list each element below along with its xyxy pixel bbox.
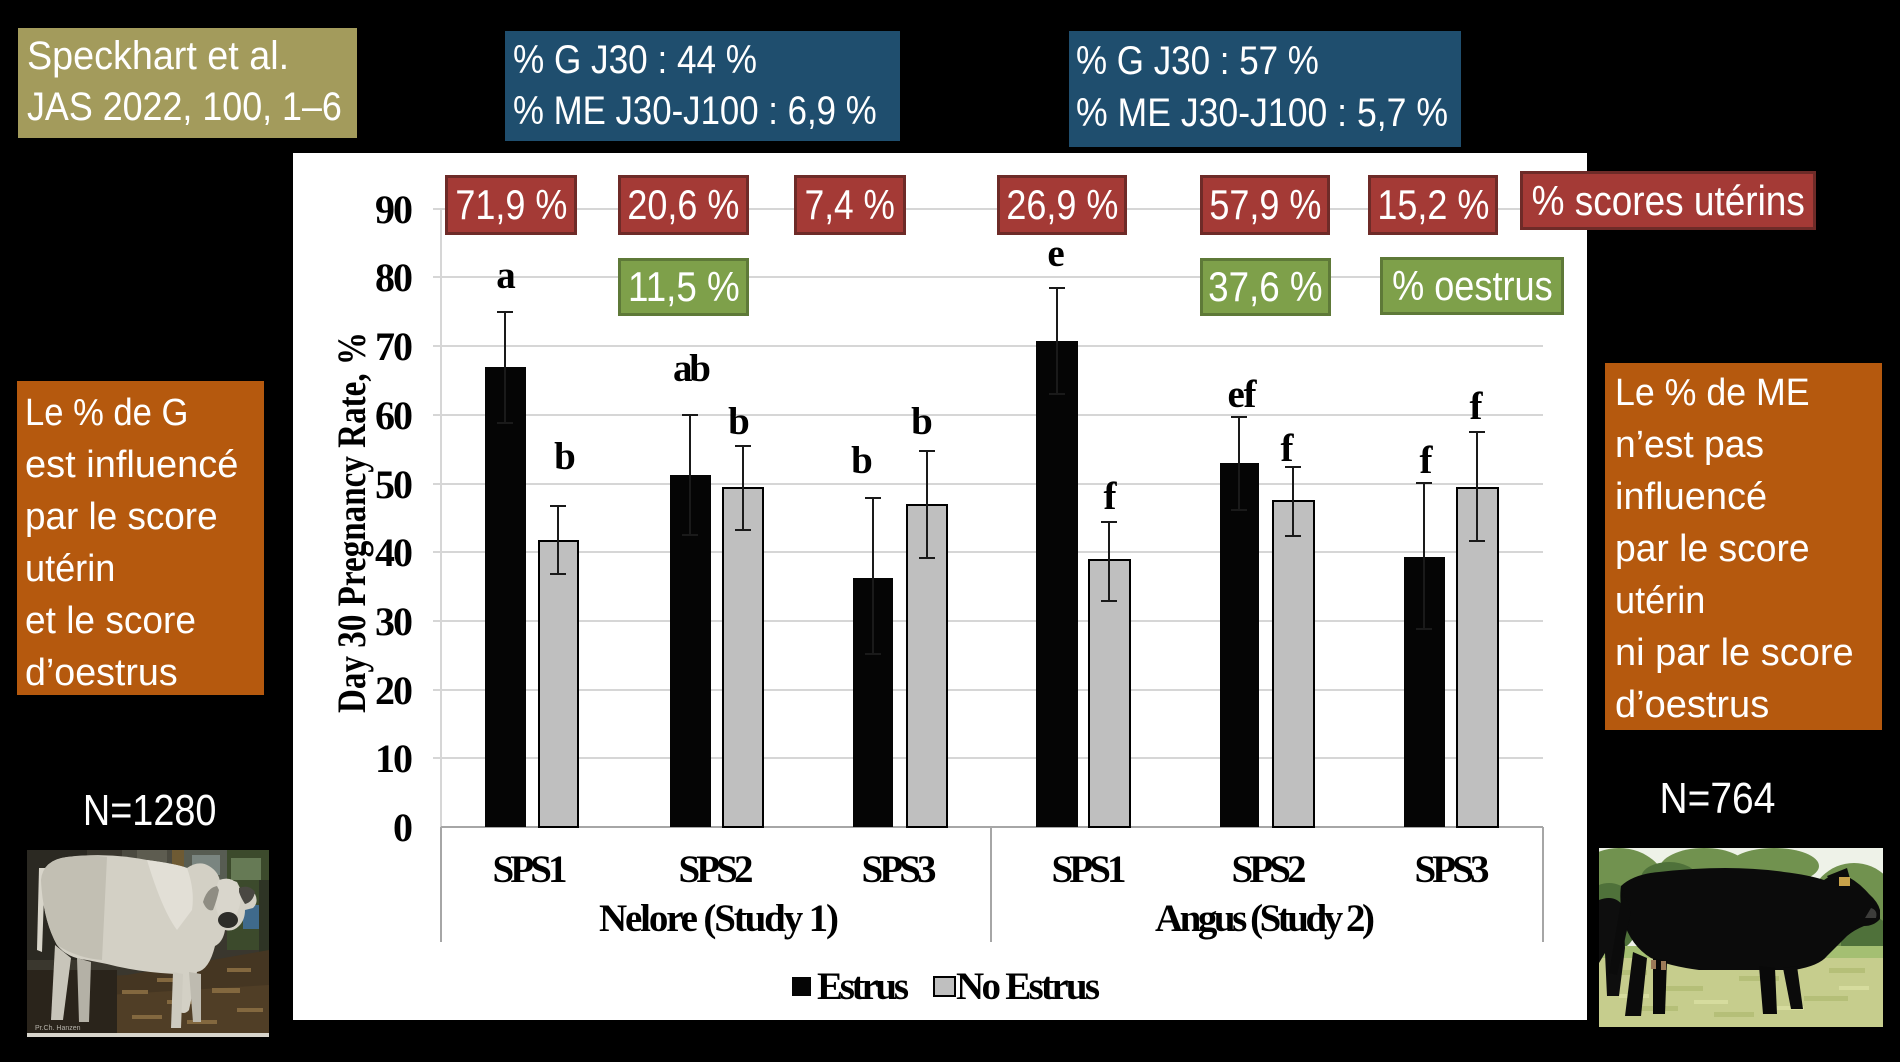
svg-text:30: 30: [375, 599, 413, 644]
svg-text:10: 10: [375, 736, 413, 781]
svg-text:SPS1: SPS1: [493, 848, 568, 891]
svg-text:Estrus: Estrus: [817, 965, 909, 1008]
svg-text:SPS3: SPS3: [1415, 848, 1490, 891]
svg-text:0: 0: [393, 805, 413, 850]
svg-text:90: 90: [375, 187, 413, 232]
svg-text:40: 40: [375, 530, 413, 575]
svg-text:70: 70: [375, 324, 413, 369]
svg-text:b: b: [851, 439, 873, 482]
svg-text:b: b: [554, 435, 576, 478]
svg-text:a: a: [496, 254, 516, 297]
svg-text:Pr.Ch. Hanzen: Pr.Ch. Hanzen: [35, 1025, 81, 1032]
svg-text:Nelore (Study 1): Nelore (Study 1): [599, 897, 839, 940]
svg-text:No Estrus: No Estrus: [956, 965, 1100, 1008]
svg-text:f: f: [1281, 427, 1295, 470]
svg-text:SPS2: SPS2: [679, 848, 754, 891]
svg-text:Angus (Study 2): Angus (Study 2): [1155, 897, 1375, 940]
svg-text:SPS3: SPS3: [862, 848, 937, 891]
svg-text:f: f: [1104, 475, 1118, 518]
svg-text:b: b: [911, 400, 933, 443]
svg-text:SPS1: SPS1: [1052, 848, 1127, 891]
svg-text:f: f: [1420, 439, 1434, 482]
svg-text:ef: ef: [1228, 373, 1258, 416]
svg-text:Day 30 Pregnancy Rate, %: Day 30 Pregnancy Rate, %: [329, 332, 374, 713]
svg-text:e: e: [1047, 232, 1064, 275]
svg-text:f: f: [1470, 385, 1484, 428]
svg-text:b: b: [728, 400, 750, 443]
svg-text:SPS2: SPS2: [1232, 848, 1307, 891]
svg-text:ab: ab: [673, 347, 711, 390]
svg-text:80: 80: [375, 255, 413, 300]
svg-text:50: 50: [375, 462, 413, 507]
svg-text:60: 60: [375, 393, 413, 438]
svg-text:20: 20: [375, 668, 413, 713]
